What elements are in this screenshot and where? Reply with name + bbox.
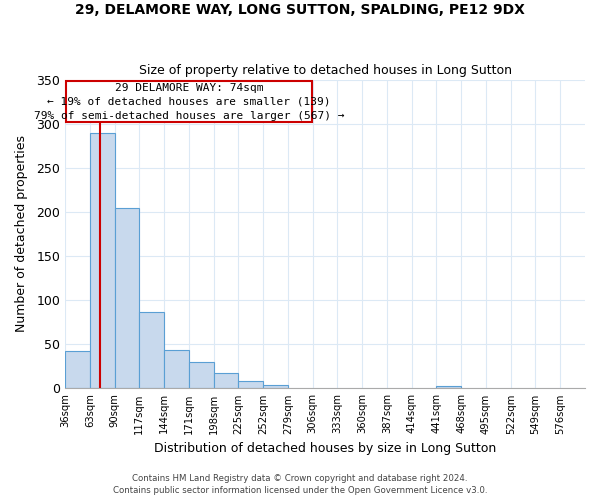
Y-axis label: Number of detached properties: Number of detached properties bbox=[15, 136, 28, 332]
Bar bbox=[436, 386, 461, 388]
Bar bbox=[90, 132, 115, 388]
Title: Size of property relative to detached houses in Long Sutton: Size of property relative to detached ho… bbox=[139, 64, 512, 77]
Bar bbox=[263, 385, 288, 388]
Text: 29 DELAMORE WAY: 74sqm
← 19% of detached houses are smaller (139)
79% of semi-de: 29 DELAMORE WAY: 74sqm ← 19% of detached… bbox=[34, 82, 344, 120]
Bar bbox=[214, 374, 238, 388]
Bar bbox=[164, 350, 189, 389]
Bar bbox=[115, 208, 139, 388]
Bar bbox=[139, 312, 164, 388]
Bar bbox=[238, 382, 263, 388]
Text: 29, DELAMORE WAY, LONG SUTTON, SPALDING, PE12 9DX: 29, DELAMORE WAY, LONG SUTTON, SPALDING,… bbox=[75, 2, 525, 16]
X-axis label: Distribution of detached houses by size in Long Sutton: Distribution of detached houses by size … bbox=[154, 442, 496, 455]
Bar bbox=[66, 82, 312, 122]
Bar bbox=[189, 362, 214, 388]
Text: Contains HM Land Registry data © Crown copyright and database right 2024.
Contai: Contains HM Land Registry data © Crown c… bbox=[113, 474, 487, 495]
Bar bbox=[65, 352, 90, 389]
